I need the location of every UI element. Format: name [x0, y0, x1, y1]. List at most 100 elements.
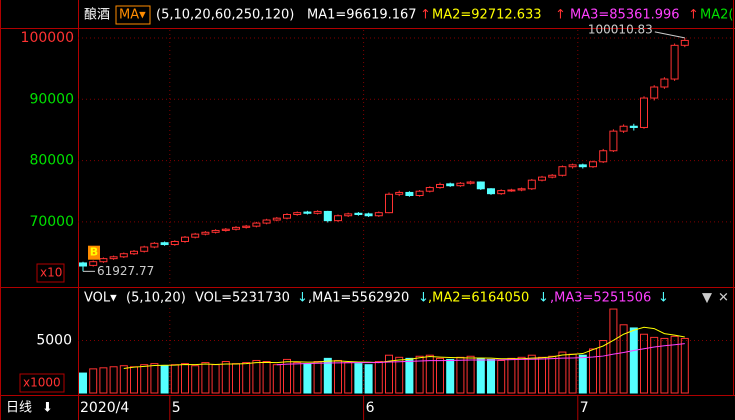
ma-arrow: ↑	[420, 8, 431, 23]
ma-arrow: ↑	[688, 8, 699, 23]
vol-arrow: ↓	[538, 291, 549, 306]
volume-bar	[640, 333, 648, 394]
volume-bar	[99, 367, 108, 394]
candle-body	[160, 242, 169, 246]
ma-readout: MA3=85361.996	[570, 8, 680, 23]
candle-body	[660, 78, 669, 88]
volume-bar	[323, 357, 332, 394]
ma-overflow: MA2(	[700, 8, 733, 23]
volume-bar	[242, 362, 251, 394]
panel-control[interactable]: ▼	[702, 291, 712, 306]
candle-body	[446, 183, 455, 187]
vol-readout: ,MA2=6164050	[428, 291, 529, 306]
volume-bar	[293, 362, 302, 394]
period-arrow[interactable]: ⬇	[42, 401, 53, 416]
max-label: 100010.83	[588, 22, 653, 36]
volume-bar	[150, 363, 159, 394]
candle-body	[476, 181, 485, 190]
period[interactable]: 日线	[6, 401, 32, 416]
candle-body	[344, 213, 353, 217]
volume-bar	[680, 337, 689, 394]
ma-params: (5,10,20,60,250,120)	[156, 8, 294, 23]
candle-body	[527, 179, 536, 190]
volume-bar	[548, 355, 557, 394]
candle-body	[558, 166, 567, 176]
volume-bar	[395, 356, 404, 394]
volume-bar	[181, 363, 189, 394]
volume-bar	[191, 365, 200, 394]
candle-body	[79, 262, 87, 267]
volume-bar	[487, 358, 495, 394]
ma-readout: MA2=92712.633	[432, 8, 542, 23]
vol-readout: ,MA3=5251506	[550, 291, 651, 306]
ma-arrow: ↑	[555, 8, 566, 23]
ma-button[interactable]: MA▾	[119, 8, 146, 23]
volume-bar	[89, 368, 98, 394]
candle-body	[364, 213, 373, 217]
vol-unit: x1000	[23, 376, 61, 390]
volume-bar	[364, 364, 373, 394]
candle-body	[334, 215, 342, 222]
x-tick-label: 7	[580, 400, 589, 416]
volume-bar	[109, 366, 118, 394]
candle-body	[99, 258, 108, 263]
volume-bar	[201, 362, 210, 394]
candle-body	[170, 240, 179, 246]
candle-body	[650, 86, 659, 99]
candle-body	[119, 253, 128, 258]
candle-body	[303, 211, 312, 214]
volume-bar	[589, 348, 597, 394]
volume-bar	[79, 372, 87, 394]
y-tick-label: 80000	[29, 153, 74, 169]
volume-ma-line	[276, 343, 685, 366]
signal-marker: B	[90, 246, 98, 259]
volume-bar	[517, 356, 526, 394]
candle-body	[272, 217, 281, 221]
signal-box	[88, 245, 100, 260]
candle-body	[181, 236, 189, 242]
header: 酿酒 MA▾ (5,10,20,60,250,120) MA2(	[84, 5, 733, 25]
candle-body	[487, 188, 495, 195]
candle-body	[323, 210, 332, 222]
candle-body	[599, 150, 608, 163]
x-tick-label: 6	[366, 400, 375, 416]
candle-body	[578, 164, 587, 168]
volume-bar	[629, 327, 638, 394]
volume-bar	[221, 361, 230, 394]
candle-body	[221, 228, 230, 231]
candle-body	[629, 125, 638, 128]
volume-bar	[140, 364, 149, 394]
candle-body	[497, 190, 506, 195]
x-tick-label: 5	[172, 400, 181, 416]
ma-button-box[interactable]	[115, 5, 151, 25]
candle-body	[568, 164, 577, 168]
candle-body	[425, 187, 434, 192]
y-tick-label: 100000	[21, 30, 74, 46]
volume-bar	[578, 354, 587, 394]
vol-indicator[interactable]: VOL▾	[84, 291, 117, 306]
volume-bar	[283, 358, 291, 394]
y-tick-label: 90000	[29, 91, 74, 107]
vol-readout: VOL=5231730	[195, 291, 290, 306]
candle-body	[395, 191, 404, 195]
candle-body	[415, 190, 424, 197]
x-tick-label: 2020/4	[80, 400, 129, 416]
candle-body	[252, 222, 261, 227]
volume-bar	[558, 351, 567, 394]
volume-bar	[670, 335, 679, 394]
candle-body	[313, 210, 322, 214]
candle-body	[109, 256, 118, 260]
candle-body	[609, 130, 618, 152]
candle-body	[283, 214, 291, 219]
volume-bar	[415, 355, 424, 394]
candle-body	[130, 250, 138, 255]
vol-arrow: ↓	[418, 291, 429, 306]
volume-bar	[497, 359, 506, 394]
candle-body	[262, 219, 271, 224]
candle-body	[466, 181, 475, 184]
volume-bar	[354, 363, 363, 394]
min-label: 61927.77	[97, 264, 154, 278]
panel-control[interactable]: ✕	[718, 291, 729, 306]
